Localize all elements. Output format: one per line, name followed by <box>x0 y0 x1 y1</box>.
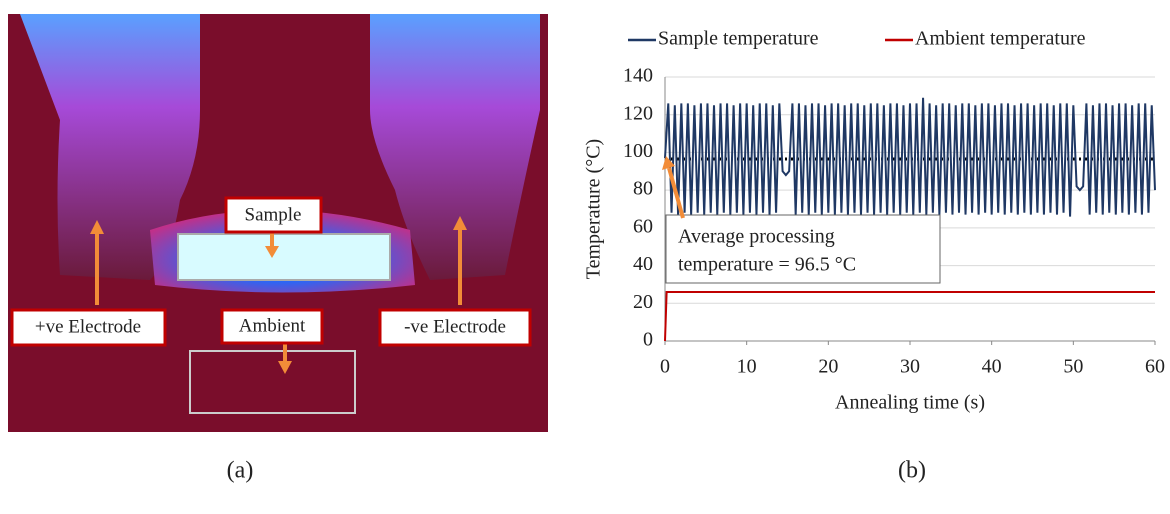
x-tick-label: 60 <box>1145 356 1165 378</box>
x-tick-label: 50 <box>1063 356 1083 378</box>
arrows <box>90 216 467 374</box>
series-line <box>664 290 1155 342</box>
legend-label: Ambient temperature <box>915 28 1086 50</box>
positive-label: +ve Electrode <box>35 316 141 337</box>
label-box <box>378 308 532 347</box>
x-tick-label: 30 <box>900 356 920 378</box>
y-tick-label: 80 <box>633 178 653 200</box>
caption-a: (a) <box>227 458 254 484</box>
y-tick-label: 40 <box>633 253 653 275</box>
y-tick-label: 0 <box>643 329 653 351</box>
ambient-region <box>189 350 356 414</box>
y-tick-label: 140 <box>623 65 653 87</box>
x-tick-label: 10 <box>737 356 757 378</box>
label-box <box>224 196 323 234</box>
annotation: temperature = 96.5 °C <box>678 254 856 276</box>
chart: 0 20 40 60 80 100 120 140 0 10 20 30 40 50 60 Annealing… <box>583 28 1165 414</box>
annotation-arrow <box>667 167 685 219</box>
y-axis-label: Temperature (°C) <box>583 139 605 279</box>
legend-label: Sample temperature <box>658 28 819 50</box>
y-tick-label: 20 <box>633 291 653 313</box>
caption-b: (b) <box>898 458 926 484</box>
label-box <box>10 308 167 347</box>
annotation-arrowhead <box>662 156 675 170</box>
label-box <box>220 308 324 345</box>
y-tick-label: 120 <box>623 102 653 124</box>
negative-label: -ve Electrode <box>404 316 506 337</box>
sample-label: Sample <box>245 204 302 225</box>
x-tick-label: 40 <box>982 356 1002 378</box>
x-tick-label: 20 <box>818 356 838 378</box>
x-axis-label: Annealing time (s) <box>835 392 985 414</box>
annotation-box <box>665 214 941 284</box>
right-electrode <box>370 14 540 280</box>
ambient-label: Ambient <box>239 315 306 336</box>
thermal-image: Sample +ve Electrode Ambient -ve Electro… <box>8 14 548 432</box>
y-tick-label: 60 <box>633 215 653 237</box>
left-electrode <box>20 14 200 280</box>
series-line <box>664 97 1156 217</box>
x-tick-label: 0 <box>660 356 670 378</box>
y-tick-label: 100 <box>623 140 653 162</box>
annotation: Average processing <box>678 226 835 248</box>
sample-region <box>177 233 391 281</box>
